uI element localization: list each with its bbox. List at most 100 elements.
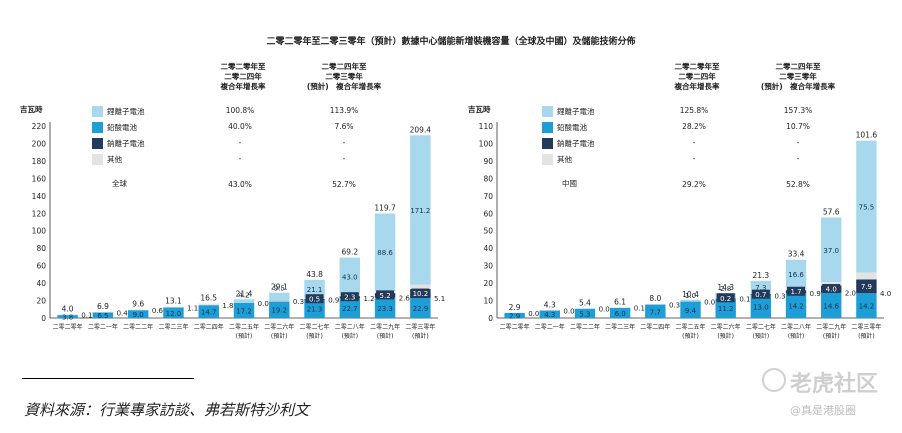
- y-tick-label: 0: [41, 314, 46, 323]
- cagr-value: 52.8%: [786, 180, 810, 189]
- y-axis-unit-right: 吉瓦時: [468, 105, 491, 114]
- bar-value-label: 5.1: [434, 295, 445, 303]
- bar-segment-3: [821, 282, 842, 286]
- x-tick-label: 二零二九年: [816, 323, 846, 331]
- na-label-bg: [340, 292, 359, 302]
- bar-value-label: 0.3: [293, 298, 304, 306]
- cagr-value: -: [342, 138, 346, 147]
- x-tick-label: 二零二五年: [229, 323, 259, 331]
- bar-segment-1: [785, 293, 807, 318]
- bar-total-label: 10.4: [682, 290, 699, 299]
- bar-value-label: 5.3: [579, 310, 590, 318]
- bar-segment-1: [198, 305, 219, 318]
- cagr-header-left-2: 二零二四年至 二零三零年 (預計) 複合年增長率: [296, 62, 392, 92]
- bar-segment-3: [92, 311, 114, 313]
- cagr-header-line: 二零二零年至: [220, 62, 266, 71]
- bar-segment-3: [269, 300, 290, 302]
- cagr-value: 10.7%: [786, 122, 810, 131]
- bar-value-label: 14.2: [788, 303, 804, 311]
- na-label-bg: [411, 288, 430, 298]
- watermark-handle: @真是港股圈: [790, 404, 856, 417]
- cagr-header-line: 複合年增長率: [674, 82, 720, 91]
- bar-total-label: 8.0: [649, 294, 661, 303]
- bar-value-label: 0.0: [258, 300, 269, 308]
- cagr-value: 113.9%: [329, 106, 359, 115]
- bar-segment-3: [127, 309, 149, 311]
- bar-value-label: 0.9: [810, 290, 821, 298]
- legend-swatch: [542, 154, 553, 165]
- bar-value-label: 0.1: [739, 295, 750, 303]
- x-tick-label: (預計): [717, 332, 734, 340]
- legend-swatch: [542, 138, 553, 149]
- cagr-header-line: 二零二四年: [224, 72, 262, 81]
- bar-total-label: 57.6: [823, 207, 840, 216]
- x-tick-label: 二零二零年: [53, 323, 83, 331]
- bar-value-label: 171.2: [410, 207, 430, 215]
- bar-value-label: 19.2: [271, 307, 287, 315]
- bar-total-label: 14.3: [717, 283, 734, 292]
- bar-value-label: 9.0: [133, 311, 144, 319]
- y-tick-label: 80: [483, 174, 493, 183]
- bar-total-label: 43.8: [306, 270, 323, 279]
- cagr-header-text: 二零二四年至 二零三零年 (預計) 複合年增長率: [750, 62, 846, 92]
- legend-label: 鋰離子電池: [557, 107, 595, 116]
- cagr-header-line: 複合年增長率: [220, 82, 266, 91]
- bar-segment-0: [410, 135, 431, 285]
- x-tick-label: 二零二二年: [570, 323, 600, 331]
- bar-value-label: 2.9: [509, 312, 520, 320]
- bar-value-label: 16.6: [788, 271, 804, 279]
- x-tick-label: (預計): [271, 332, 288, 340]
- legend-label: 鉛酸電池: [557, 123, 587, 132]
- bar-segment-1: [163, 307, 184, 318]
- legend-swatch: [92, 106, 103, 117]
- x-tick-label: 二零二一年: [88, 323, 118, 331]
- x-tick-label: 二零三零年: [851, 323, 881, 331]
- bar-total-label: 33.4: [788, 250, 805, 259]
- bar-value-label: 4.0: [826, 286, 837, 294]
- cagr-header-right-2: 二零二四年至 二零三零年 (預計) 複合年增長率: [750, 62, 846, 92]
- bar-value-label: 6.5: [97, 312, 108, 320]
- bar-total-label: 6.1: [614, 297, 626, 306]
- bar-value-label: 11.2: [718, 305, 734, 313]
- na-label-bg: [305, 294, 324, 304]
- y-tick-label: 60: [36, 262, 46, 271]
- bar-value-label: 21.3: [307, 306, 323, 314]
- bar-value-label: 0.2: [720, 295, 731, 303]
- bar-value-label: 14.2: [859, 303, 875, 311]
- bar-segment-3: [198, 303, 219, 306]
- legend-label: 鈉離子電池: [107, 139, 145, 148]
- x-tick-label: 二零二六年: [264, 323, 294, 331]
- x-tick-label: (預計): [753, 332, 770, 340]
- bar-value-label: 0.0: [599, 306, 610, 314]
- y-tick-label: 80: [36, 244, 46, 253]
- bar-value-label: 0.4: [117, 309, 129, 317]
- x-tick-label: (預計): [682, 332, 699, 340]
- bar-value-label: 1.2: [363, 295, 374, 303]
- cagr-value: 29.2%: [682, 180, 706, 189]
- cagr-header-line: (預計) 複合年增長率: [760, 82, 836, 91]
- bar-value-label: 14.7: [201, 309, 217, 317]
- bar-total-label: 209.4: [410, 125, 432, 134]
- bar-segment-1: [92, 312, 114, 318]
- source-note: 資料來源：行業專家訪談、弗若斯特沙利文: [24, 401, 310, 419]
- y-tick-label: 20: [483, 279, 493, 288]
- bar-segment-0: [339, 257, 361, 296]
- cagr-value: -: [796, 138, 800, 147]
- cagr-value: -: [692, 138, 696, 147]
- bar-segment-0: [821, 217, 842, 283]
- cagr-value: -: [238, 154, 242, 163]
- bar-value-label: 7.3: [755, 284, 766, 292]
- na-label-bg: [787, 286, 806, 296]
- x-tick-label: 二零二三年: [158, 323, 188, 331]
- cagr-value: 100.8%: [225, 106, 255, 115]
- legend-label: 鋰離子電池: [107, 107, 145, 116]
- bar-segment-0: [785, 259, 807, 289]
- bar-segment-1: [856, 293, 877, 318]
- y-tick-label: 180: [32, 157, 47, 166]
- bar-value-label: 2.0: [845, 290, 856, 298]
- na-label-bg: [751, 289, 770, 299]
- legend-swatch: [92, 122, 103, 133]
- x-tick-label: 二零二七年: [746, 323, 776, 331]
- bar-value-label: 43.0: [342, 273, 358, 281]
- legend-label: 鈉離子電池: [557, 139, 595, 148]
